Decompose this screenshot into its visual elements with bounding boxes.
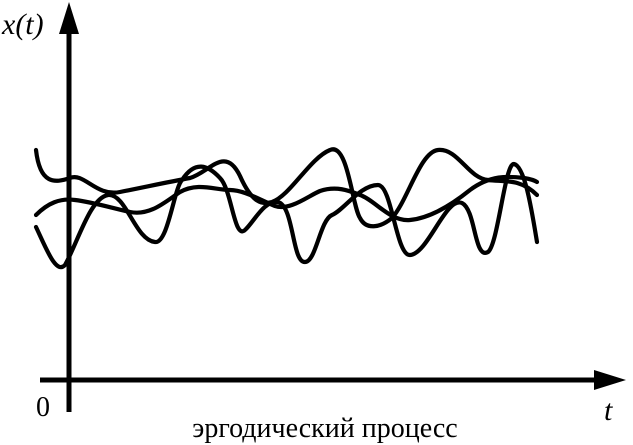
y-axis-arrow bbox=[59, 2, 79, 34]
realization-curve-3 bbox=[33, 161, 540, 270]
y-axis-label: x(t) bbox=[1, 8, 44, 41]
origin-label: 0 bbox=[36, 392, 50, 423]
diagram-caption: эргодический процесс bbox=[192, 413, 457, 444]
realization-curve-1 bbox=[33, 147, 540, 229]
x-axis-arrow bbox=[594, 370, 626, 390]
x-axis-label: t bbox=[604, 394, 613, 427]
